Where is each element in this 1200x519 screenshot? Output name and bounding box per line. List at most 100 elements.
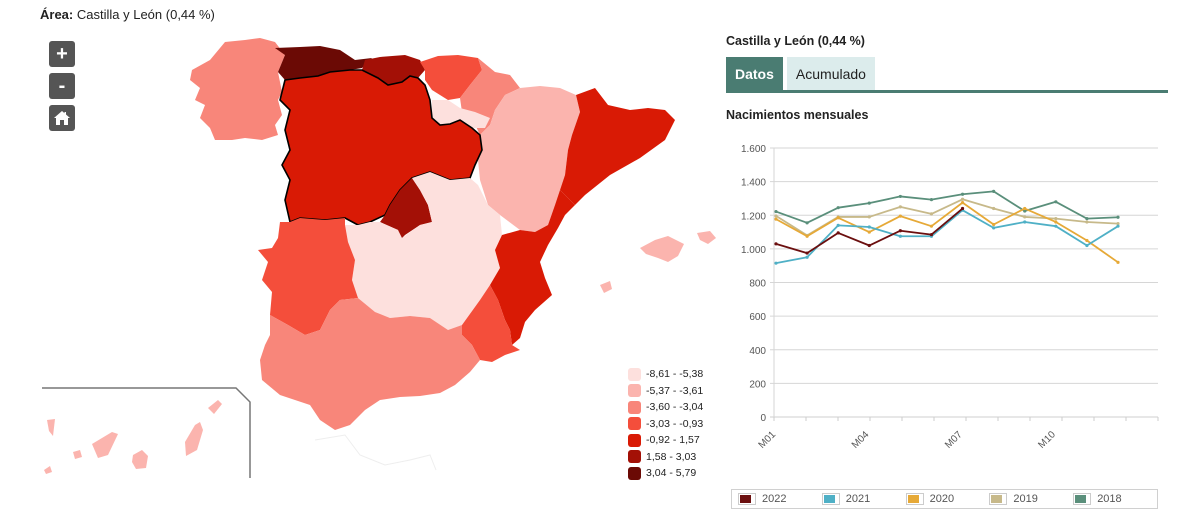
chart-legend-label: 2019 (1013, 493, 1038, 505)
chart-title: Nacimientos mensuales (726, 108, 869, 122)
area-label-value: Castilla y León (0,44 %) (76, 7, 215, 22)
chart-legend-swatch (821, 493, 840, 505)
region-castilla-y-leon[interactable] (279, 69, 483, 226)
data-point-2018 (1116, 215, 1120, 219)
map-legend-swatch (628, 417, 641, 431)
map-legend-label: -3,60 - -3,04 (646, 401, 704, 414)
map-legend-item: -0,92 - 1,57 (628, 432, 703, 449)
canarias-inset-frame (42, 387, 251, 478)
data-point-2019 (898, 205, 902, 209)
data-point-2021 (867, 225, 871, 229)
data-point-2018 (774, 209, 778, 214)
y-tick-label: 1.400 (741, 178, 766, 189)
data-point-2020 (929, 224, 934, 228)
detail-panel: Castilla y León (0,44 %) Datos Acumulado… (726, 0, 1170, 519)
region-la-rioja[interactable] (432, 100, 490, 128)
region-cataluna[interactable] (560, 88, 675, 205)
chart-legend: 2022 2021 2020 2019 2018 (731, 489, 1158, 509)
y-tick-label: 400 (749, 346, 766, 357)
tab-acumulado[interactable]: Acumulado (786, 57, 875, 90)
data-point-2022 (929, 232, 934, 237)
x-tick-label: M10 (1036, 429, 1058, 451)
chart-legend-swatch (1073, 493, 1092, 505)
region-asturias[interactable] (275, 46, 372, 80)
data-point-2022 (805, 251, 809, 255)
data-point-2022 (960, 206, 965, 211)
data-point-2020 (805, 234, 809, 238)
area-label: Área: Castilla y León (0,44 %) (40, 7, 215, 22)
data-point-2021 (1054, 224, 1058, 228)
y-tick-label: 1.200 (741, 211, 766, 222)
chart-legend-label: 2021 (845, 493, 871, 505)
region-canarias[interactable] (44, 400, 222, 474)
data-point-2021 (992, 226, 996, 230)
region-cantabria[interactable] (362, 55, 425, 90)
data-point-2020 (836, 216, 840, 220)
data-point-2018 (1085, 217, 1089, 221)
chart-legend-label: 2018 (1097, 493, 1122, 505)
data-point-2018 (1054, 200, 1058, 204)
data-point-2020 (898, 214, 902, 218)
data-point-2019 (960, 197, 965, 201)
data-point-2021 (1085, 243, 1089, 248)
region-murcia[interactable] (462, 285, 520, 362)
data-point-2021 (1116, 224, 1120, 228)
chart-legend-swatch (738, 493, 756, 505)
data-point-2019 (929, 212, 934, 216)
data-point-2022 (867, 243, 871, 248)
data-point-2021 (836, 223, 840, 227)
data-point-2022 (836, 231, 840, 235)
home-button[interactable] (49, 105, 75, 131)
chart-legend-label: 2020 (929, 493, 955, 505)
series-line-2018 (775, 190, 1119, 224)
africa-coast-outline (314, 434, 437, 471)
map-legend-swatch (628, 433, 641, 447)
data-point-2021 (805, 255, 809, 259)
map-legend-item: 3,04 - 5,79 (628, 465, 703, 482)
map-legend-item: 1,58 - 3,03 (628, 449, 703, 466)
tab-bar: Datos Acumulado (726, 57, 1168, 93)
map-legend-swatch (628, 450, 641, 464)
chart-legend-item-2021[interactable]: 2021 (821, 493, 906, 505)
region-madrid[interactable] (380, 178, 432, 240)
data-point-2020 (1085, 238, 1089, 243)
data-point-2020 (1023, 206, 1027, 211)
y-tick-label: 600 (749, 312, 766, 323)
x-tick-label: M04 (850, 429, 872, 451)
chart-legend-item-2022[interactable]: 2022 (738, 493, 822, 505)
data-point-2019 (1116, 222, 1120, 226)
tab-datos[interactable]: Datos (726, 57, 783, 90)
chart-legend-label: 2022 (762, 493, 787, 505)
map[interactable]: + - -8,61 - -5,38 -5,37 - -3,61 -3,60 - -3… (0, 28, 720, 519)
map-legend-item: -5,37 - -3,61 (628, 383, 703, 400)
region-castilla-la-mancha[interactable] (345, 172, 502, 330)
chart-legend-item-2019[interactable]: 2019 (989, 493, 1073, 505)
region-aragon[interactable] (478, 86, 580, 232)
map-svg[interactable] (0, 28, 720, 519)
chart-legend-item-2018[interactable]: 2018 (1073, 493, 1157, 505)
series-line-2019 (775, 198, 1119, 237)
zoom-in-button[interactable]: + (49, 41, 75, 67)
map-legend-item: -3,03 - -0,93 (628, 416, 703, 433)
zoom-out-button[interactable]: - (49, 73, 75, 99)
series-line-2021 (775, 209, 1119, 265)
data-point-2022 (898, 229, 902, 233)
y-tick-label: 200 (749, 379, 766, 390)
region-illes-balears[interactable] (600, 231, 716, 293)
data-point-2020 (1054, 220, 1058, 224)
map-legend-swatch (628, 367, 641, 381)
x-tick-label: M07 (943, 429, 965, 451)
data-point-2020 (992, 222, 996, 227)
region-comunidad-valenciana[interactable] (490, 190, 575, 345)
region-andalucia[interactable] (260, 298, 480, 430)
home-icon (54, 111, 70, 125)
region-extremadura[interactable] (258, 218, 358, 335)
chart-legend-item-2020[interactable]: 2020 (905, 493, 990, 505)
data-point-2020 (774, 217, 778, 221)
region-pais-vasco[interactable] (420, 55, 482, 100)
data-point-2019 (1085, 220, 1089, 224)
region-galicia[interactable] (190, 38, 285, 140)
y-tick-label: 1.600 (741, 144, 766, 155)
map-legend-label: 3,04 - 5,79 (646, 467, 697, 480)
map-legend-swatch (628, 384, 641, 398)
